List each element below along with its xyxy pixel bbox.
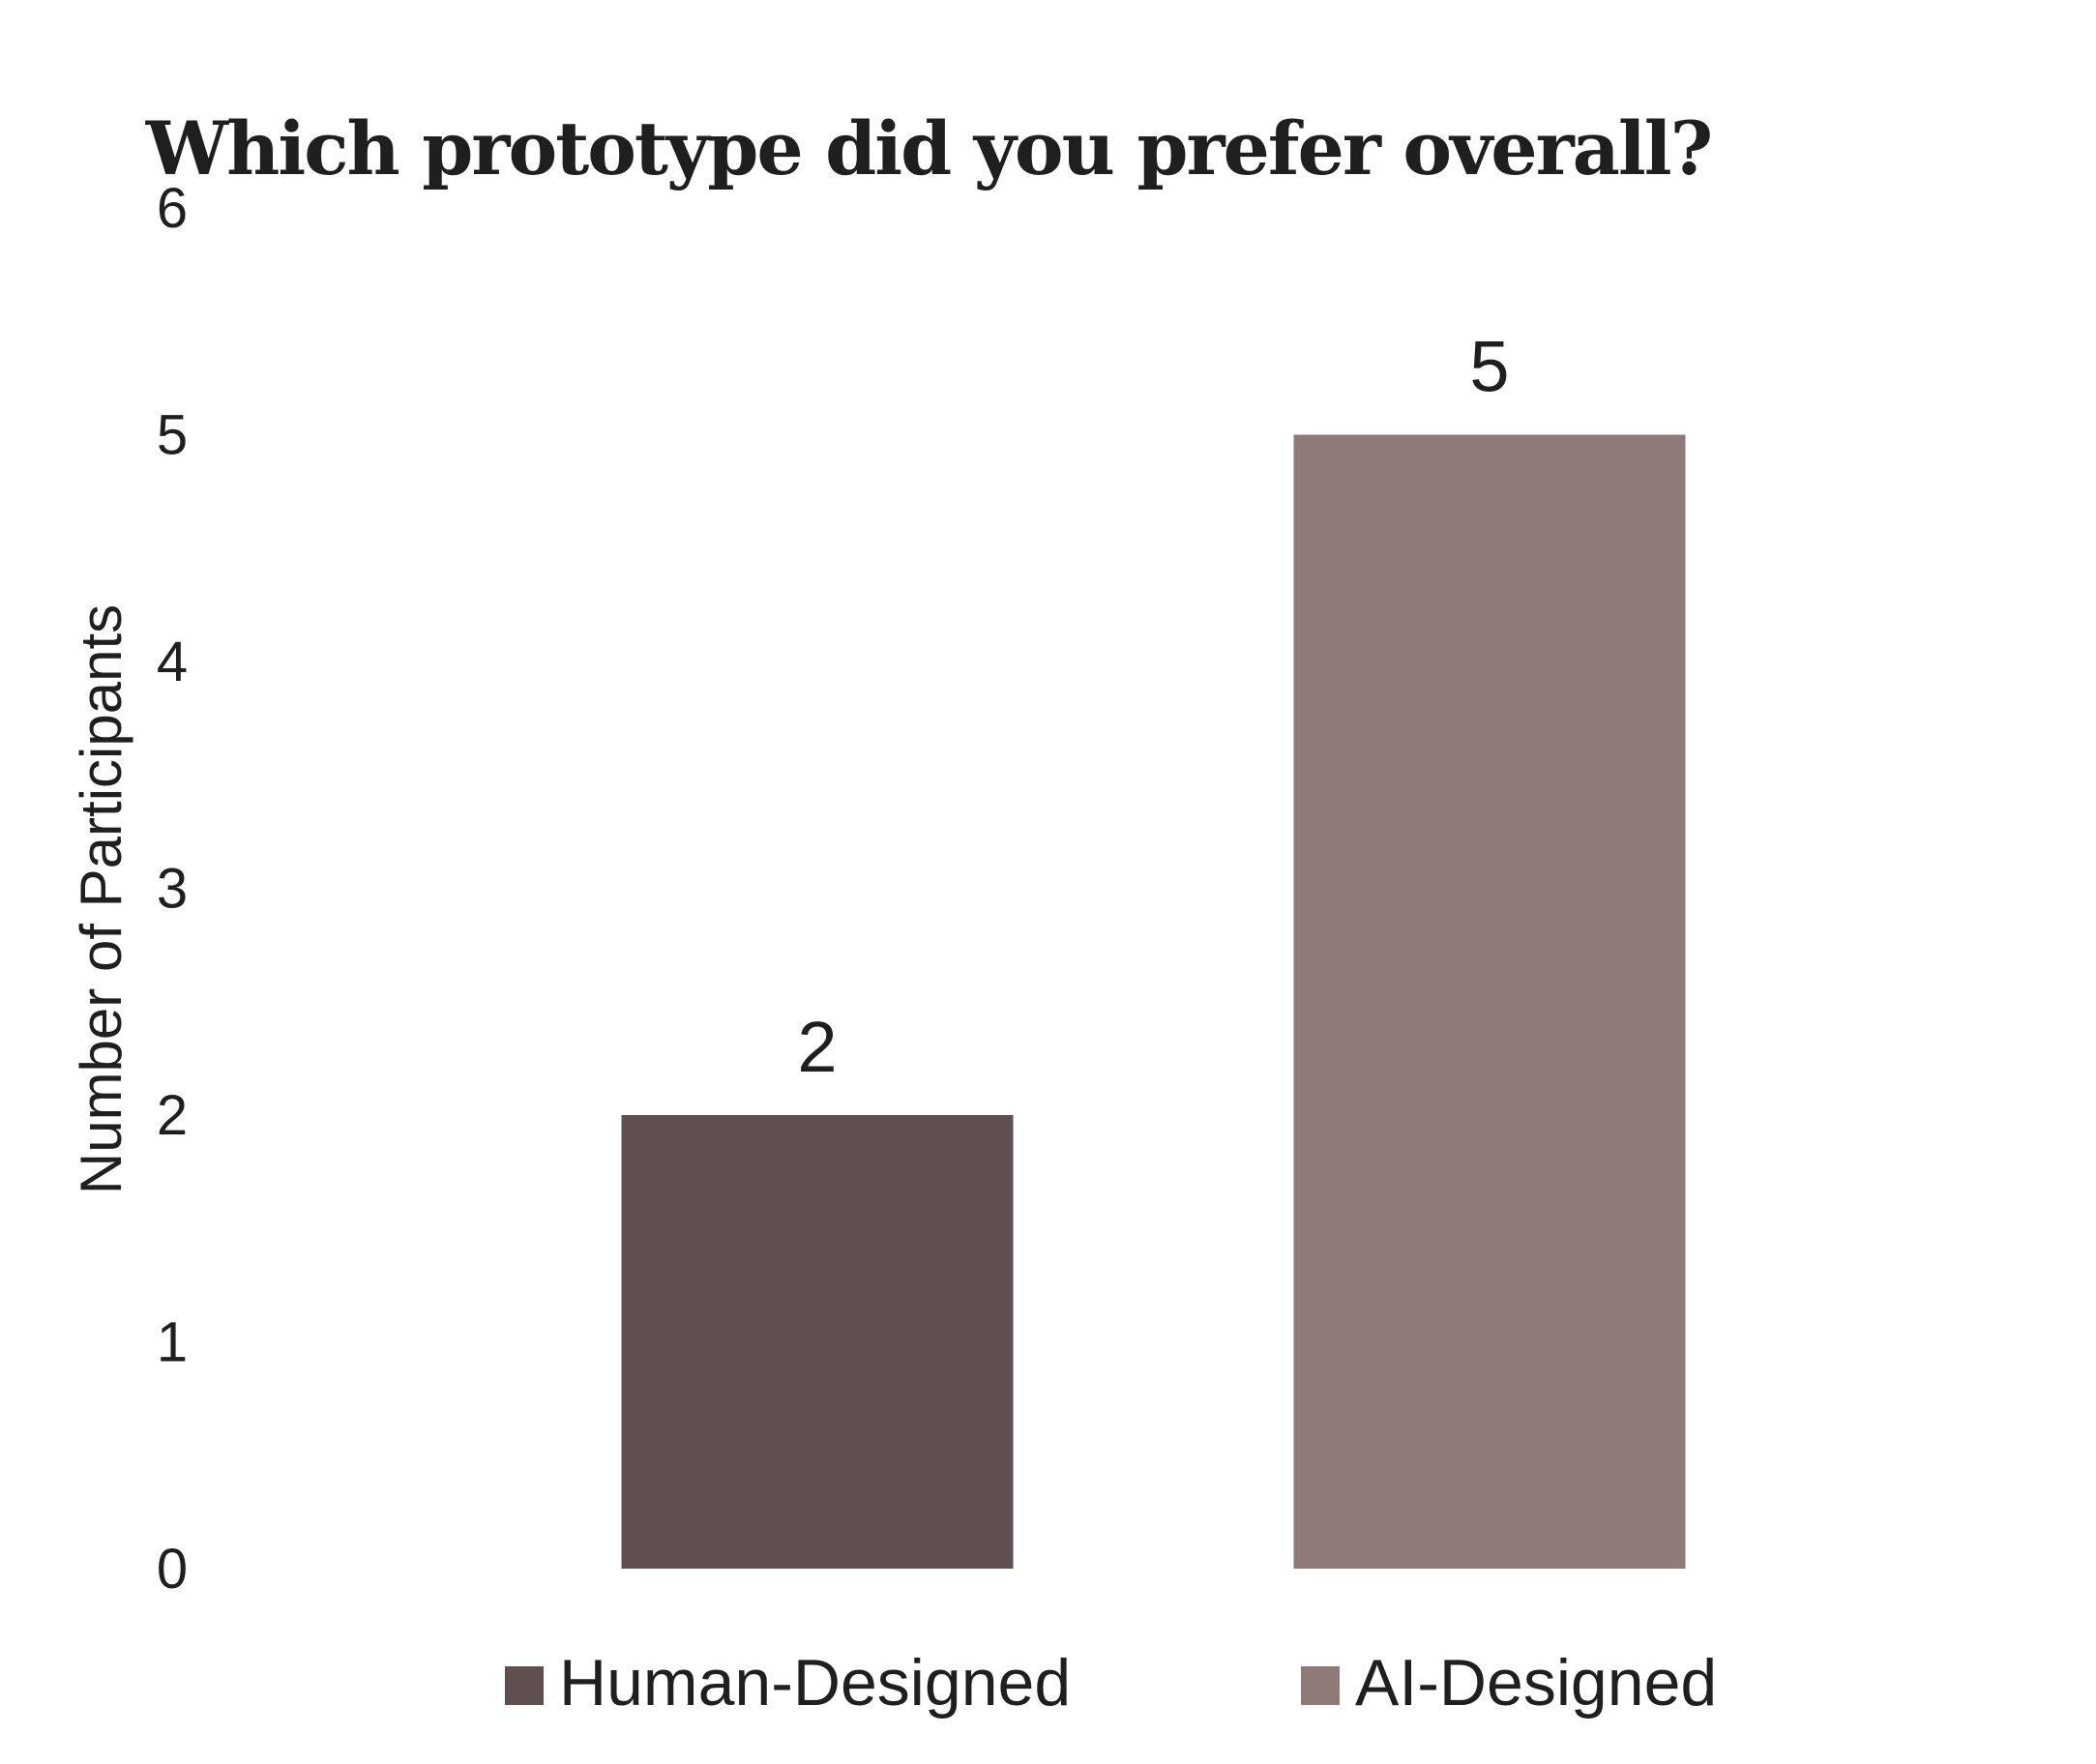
y-axis-label: Number of Participants	[69, 604, 133, 1194]
legend-label-human-designed: Human-Designed	[559, 1646, 1071, 1720]
data-label: 2	[797, 1007, 837, 1087]
legend-swatch-ai-designed	[1301, 1666, 1340, 1705]
legend: Human-Designed AI-Designed	[505, 1646, 1717, 1720]
bar-human-designed	[621, 1115, 1014, 1569]
y-tick-label: 1	[157, 1311, 188, 1374]
y-tick-label: 4	[157, 631, 188, 693]
y-tick-label: 3	[157, 858, 188, 921]
bars-group	[621, 434, 1686, 1569]
y-tick-label: 5	[157, 404, 188, 467]
y-axis-ticks: 0 1 2 3 4 5 6	[157, 177, 188, 1601]
data-labels-group: 25	[797, 327, 1509, 1088]
y-tick-label: 0	[157, 1538, 188, 1601]
chart-title: Which prototype did you prefer overall?	[145, 105, 1711, 191]
y-tick-label: 6	[157, 177, 188, 240]
legend-label-ai-designed: AI-Designed	[1355, 1646, 1717, 1720]
data-label: 5	[1469, 327, 1509, 407]
y-tick-label: 2	[157, 1084, 188, 1147]
legend-swatch-human-designed	[505, 1666, 544, 1705]
bar-ai-designed	[1293, 434, 1686, 1569]
